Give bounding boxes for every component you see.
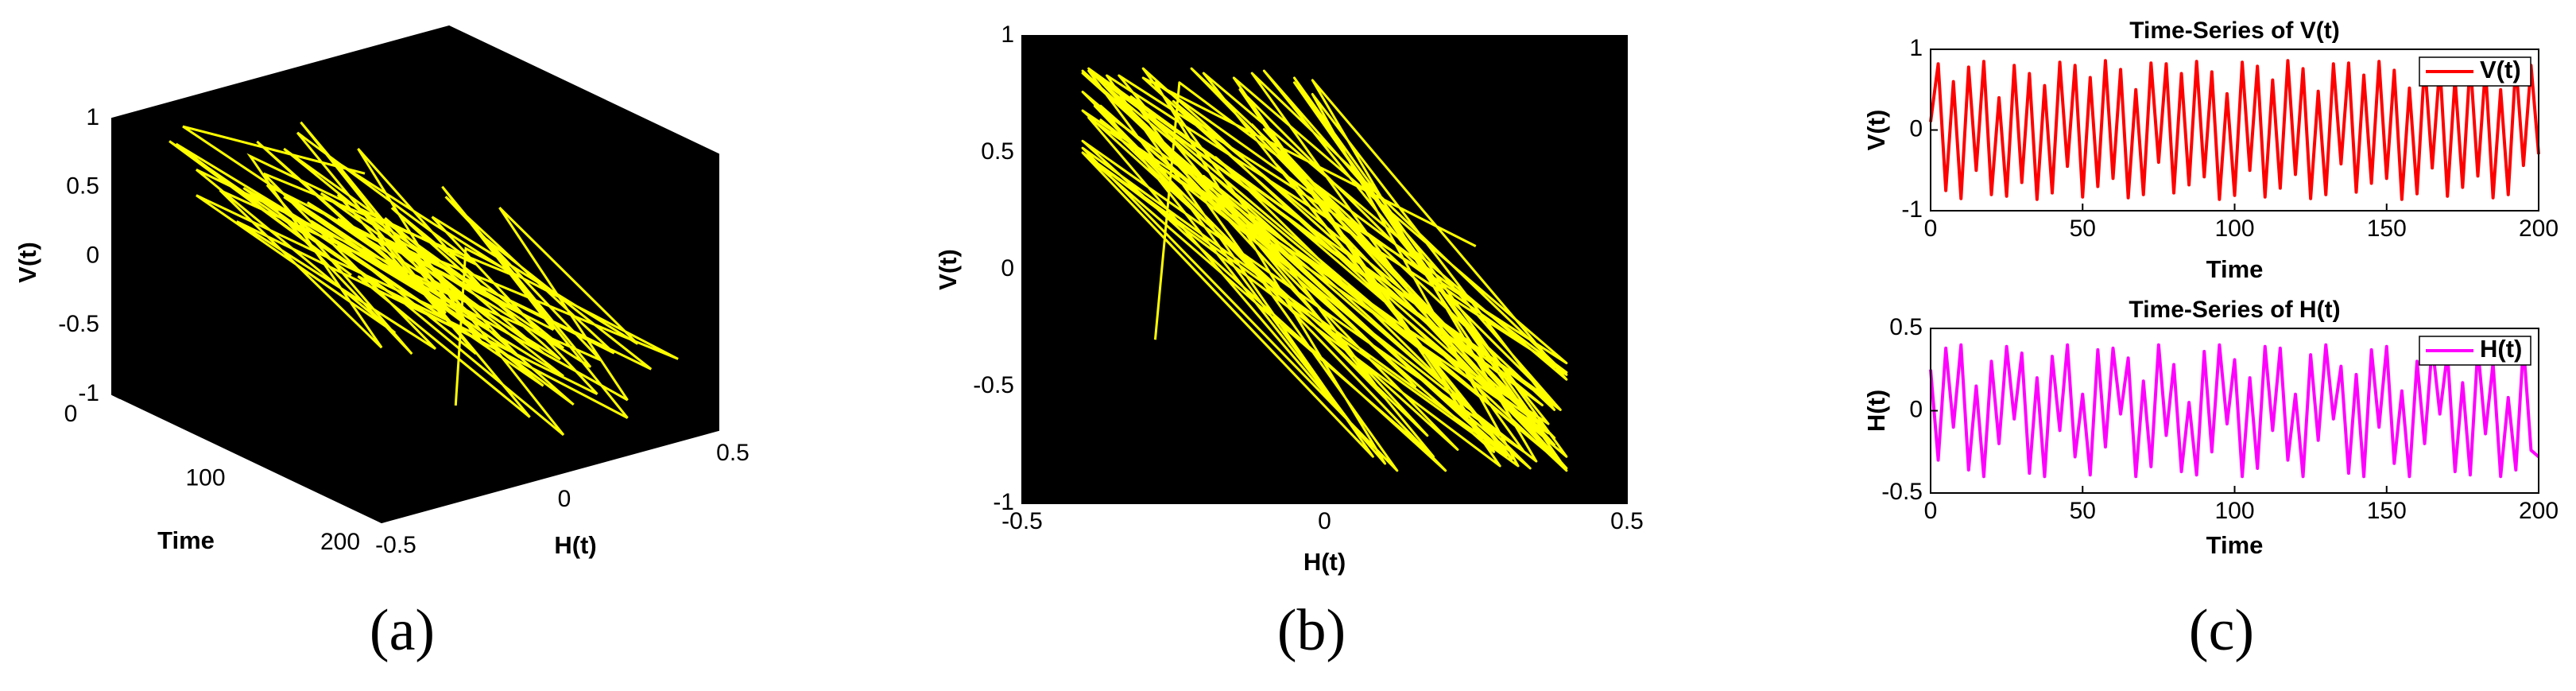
panel-label: (b) bbox=[1277, 598, 1346, 663]
y-tick-label: 1 bbox=[1001, 21, 1014, 48]
x-tick-label: 200 bbox=[2519, 498, 2559, 524]
z-tick-label: -0.5 bbox=[58, 311, 99, 337]
chart-title: Time-Series of V(t) bbox=[2129, 17, 2340, 44]
x-axis-label: Time bbox=[2206, 255, 2264, 283]
z-tick-label: -1 bbox=[78, 380, 99, 406]
x-tick-label: 0 bbox=[1924, 215, 1938, 242]
x-axis-label: Time bbox=[2206, 531, 2264, 559]
x-axis-label: H(t) bbox=[1303, 548, 1346, 576]
x-tick bbox=[246, 455, 255, 460]
x-tick-label: 200 bbox=[2519, 215, 2559, 242]
y-tick bbox=[711, 425, 719, 431]
y-axis-label: H(t) bbox=[554, 531, 596, 559]
y-tick-label: -1 bbox=[1901, 196, 1923, 223]
x-tick-label: 0 bbox=[1924, 498, 1938, 524]
z-tick bbox=[111, 118, 121, 123]
x-tick-label: -0.5 bbox=[1001, 508, 1043, 534]
z-axis-label: V(t) bbox=[14, 242, 41, 283]
trajectory bbox=[169, 121, 679, 437]
y-tick bbox=[374, 518, 382, 523]
z-tick-label: 0 bbox=[86, 242, 99, 268]
legend-label: V(t) bbox=[2480, 56, 2521, 83]
z-tick-label: 1 bbox=[86, 104, 99, 130]
chart-title: Time-Series of H(t) bbox=[2129, 297, 2340, 323]
y-tick-label: -0.5 bbox=[375, 532, 416, 558]
y-tick-label: 0 bbox=[1001, 255, 1014, 281]
x-tick-label: 50 bbox=[2070, 498, 2096, 524]
x-axis-label: Time bbox=[157, 526, 215, 554]
z-tick-label: 0.5 bbox=[66, 173, 99, 200]
panel-label: (a) bbox=[370, 598, 435, 663]
y-tick-label: -0.5 bbox=[973, 372, 1014, 398]
y-tick bbox=[543, 472, 551, 477]
x-tick-label: 150 bbox=[2367, 498, 2407, 524]
panel-label: (c) bbox=[2189, 598, 2254, 663]
x-tick bbox=[381, 519, 390, 523]
data-line bbox=[1929, 59, 2540, 201]
data-line bbox=[1081, 67, 1568, 472]
y-tick-label: 1 bbox=[1909, 35, 1923, 61]
y-tick-label: 0.5 bbox=[716, 440, 750, 466]
z-tick bbox=[111, 186, 121, 192]
z-tick bbox=[111, 255, 121, 262]
x-tick-label: 0 bbox=[1318, 508, 1331, 534]
data-line bbox=[1929, 343, 2540, 479]
x-tick-label: 100 bbox=[185, 464, 225, 491]
x-tick-label: 150 bbox=[2367, 215, 2407, 242]
y-axis-label: H(t) bbox=[1862, 390, 1890, 432]
x-tick-label: 0.5 bbox=[1610, 508, 1644, 534]
x-tick bbox=[111, 391, 121, 395]
y-tick-label: 0 bbox=[558, 486, 571, 512]
x-tick-label: 100 bbox=[2214, 498, 2254, 524]
x-tick-label: 0 bbox=[64, 401, 78, 427]
x-tick-label: 50 bbox=[2070, 215, 2096, 242]
x-tick-label: 100 bbox=[2214, 215, 2254, 242]
y-tick-label: 0.5 bbox=[981, 138, 1014, 165]
legend-label: H(t) bbox=[2480, 335, 2522, 363]
x-tick-label: 200 bbox=[320, 529, 360, 555]
y-tick-label: 0 bbox=[1909, 115, 1923, 142]
y-tick-label: 0.5 bbox=[1889, 314, 1923, 340]
y-axis-label: V(t) bbox=[1862, 110, 1890, 151]
y-axis-label: V(t) bbox=[934, 249, 962, 290]
y-tick-label: -0.5 bbox=[1881, 479, 1923, 505]
z-tick bbox=[111, 394, 121, 399]
y-tick-label: -1 bbox=[993, 489, 1014, 515]
y-tick-label: 0 bbox=[1909, 396, 1923, 422]
z-tick bbox=[111, 324, 121, 331]
